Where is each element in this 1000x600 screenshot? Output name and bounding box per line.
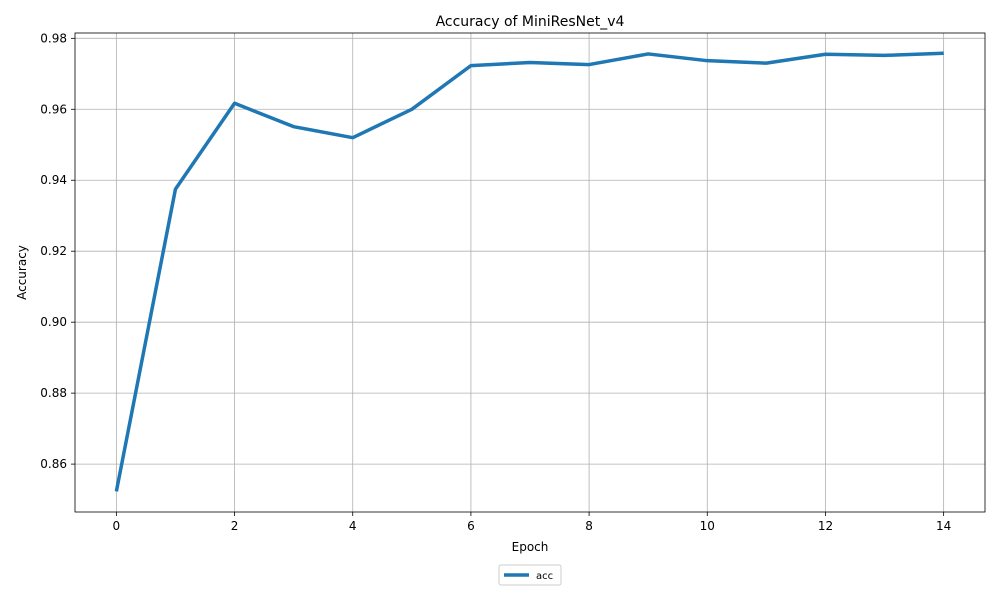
series-layer — [114, 51, 944, 492]
x-tick-label: 12 — [818, 519, 833, 533]
x-tick-label: 6 — [467, 519, 475, 533]
y-tick-label: 0.94 — [40, 173, 67, 187]
x-tick-label: 14 — [936, 519, 951, 533]
x-tick-label: 8 — [585, 519, 593, 533]
y-tick-label: 0.86 — [40, 457, 67, 471]
x-tick-label: 4 — [349, 519, 357, 533]
legend-box — [498, 564, 562, 586]
y-tick-label: 0.88 — [40, 386, 67, 400]
x-tick-label: 2 — [231, 519, 239, 533]
y-tick-label: 0.96 — [40, 102, 67, 116]
chart-title: Accuracy of MiniResNet_v4 — [436, 14, 625, 30]
ticks: 0 2 4 6 8 10 12 14 0.86 0.88 0.90 0.92 0.94 0.96 0.98 — [40, 31, 951, 533]
x-axis-label: Epoch — [512, 540, 549, 554]
y-tick-label: 0.90 — [40, 315, 67, 329]
y-tick-label: 0.92 — [40, 244, 67, 258]
y-tick-label: 0.98 — [40, 31, 67, 45]
legend: acc — [498, 564, 562, 586]
y-axis-label: Accuracy — [15, 245, 29, 300]
series-line-acc — [114, 51, 944, 492]
legend-label-acc: acc — [536, 571, 553, 582]
axes-frame — [74, 32, 986, 513]
x-tick-label: 10 — [700, 519, 715, 533]
grid — [75, 33, 985, 512]
x-tick-label: 0 — [113, 519, 121, 533]
